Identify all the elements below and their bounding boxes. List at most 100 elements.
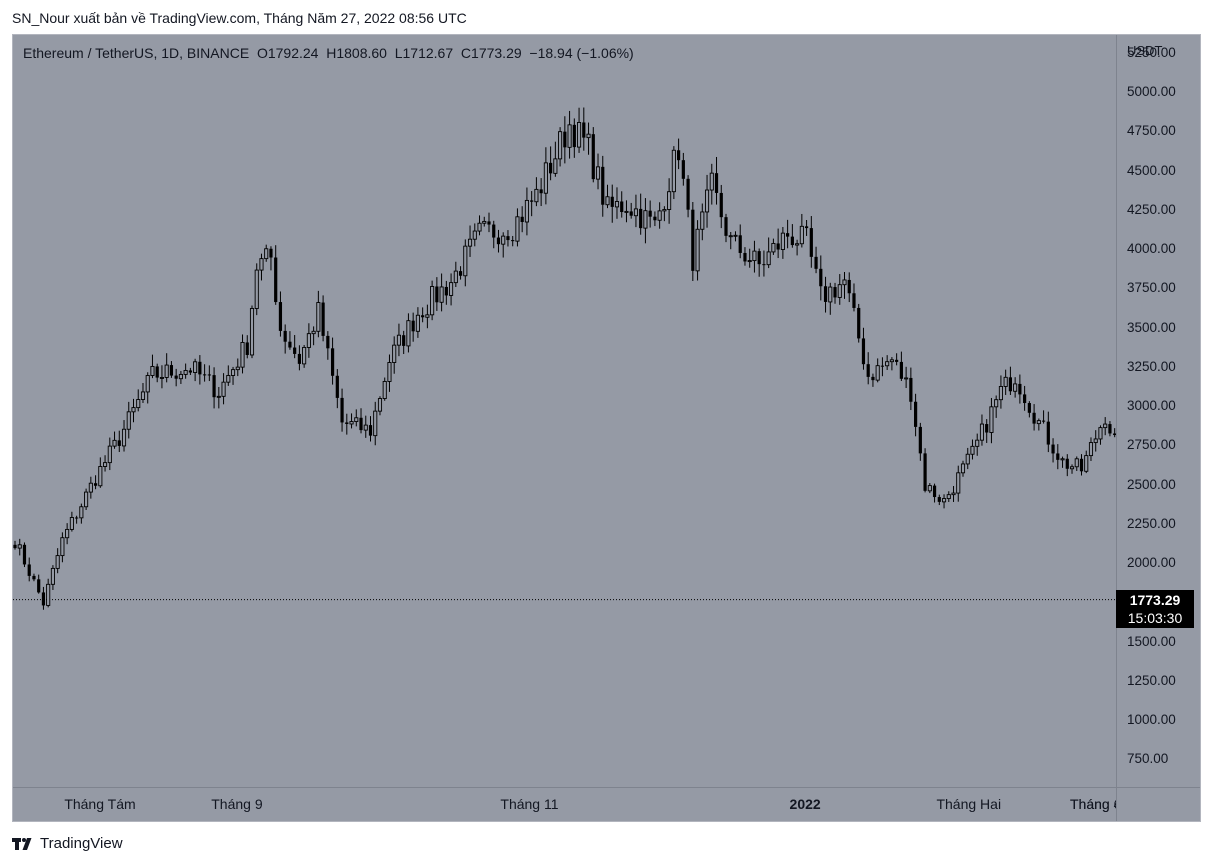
candle [1027, 401, 1031, 418]
candle [37, 574, 41, 594]
chart-frame: Ethereum / TetherUS, 1D, BINANCE O1792.2… [12, 34, 1201, 822]
candle [240, 334, 245, 374]
price-axis[interactable]: USDT 5250.00 5000.00 4750.00 4500.00 4250.00… [1116, 35, 1200, 787]
candle [65, 523, 70, 545]
candle [235, 358, 240, 377]
candle [121, 420, 127, 452]
price-tick: 1500.00 [1127, 633, 1176, 649]
candle [396, 323, 401, 357]
candle [435, 277, 439, 311]
legend-high: H1808.60 [326, 45, 387, 61]
candle [425, 304, 430, 329]
legend-symbol: Ethereum / TetherUS, 1D, BINANCE [23, 45, 250, 61]
price-tick: 5000.00 [1127, 84, 1176, 100]
legend-close: C1773.29 [460, 45, 522, 61]
price-tick: 5250.00 [1127, 44, 1176, 60]
candle [577, 107, 582, 153]
candle [904, 366, 909, 388]
candle [212, 367, 216, 409]
candle [245, 335, 249, 359]
candle [402, 330, 406, 355]
candle [994, 395, 999, 418]
candle [639, 193, 643, 235]
candle [515, 208, 520, 247]
candle [382, 377, 387, 401]
candle [1065, 454, 1069, 477]
candle [32, 573, 36, 582]
time-axis[interactable]: Tháng Tám Tháng 9 Tháng 11 2022 Tháng Hai Thá… [13, 787, 1116, 821]
candle [927, 483, 932, 494]
candle [975, 433, 980, 456]
price-tick: 3500.00 [1127, 319, 1176, 335]
candle [377, 396, 383, 416]
candle [406, 313, 411, 353]
candle [278, 291, 283, 337]
candle [487, 212, 491, 233]
candle [496, 229, 501, 253]
candle [875, 358, 880, 383]
candle [918, 422, 922, 461]
plot-area[interactable]: Ethereum / TetherUS, 1D, BINANCE O1792.2… [13, 35, 1116, 787]
price-tick: 750.00 [1127, 751, 1169, 767]
candle [985, 419, 989, 443]
candle [69, 511, 74, 532]
candle [752, 240, 757, 273]
axis-corner [1116, 787, 1200, 821]
candle [387, 354, 392, 392]
candle [1013, 377, 1018, 398]
candle [274, 245, 278, 305]
candle [819, 255, 823, 301]
candle [965, 447, 970, 470]
candle [895, 353, 899, 366]
candle [790, 224, 794, 248]
candle [866, 352, 870, 385]
legend-open: O1792.24 [256, 45, 319, 61]
candle [524, 187, 529, 236]
time-tick: Tháng 6 [1070, 796, 1116, 812]
candle [704, 174, 710, 228]
candle [1069, 464, 1075, 474]
candle [951, 486, 956, 502]
candle [439, 273, 444, 312]
candle [582, 107, 586, 151]
candle [159, 365, 164, 389]
candle [1079, 454, 1084, 476]
candle [311, 326, 316, 346]
legend-change: −18.94 (−1.06%) [529, 45, 634, 61]
candle [671, 146, 676, 200]
candle [107, 437, 112, 471]
price-tick: 4250.00 [1127, 201, 1176, 217]
candle [941, 494, 947, 509]
candle [453, 261, 458, 288]
candle [203, 364, 207, 382]
candlestick-chart [13, 107, 1116, 610]
candle [956, 465, 961, 502]
candle [847, 272, 851, 303]
candle [17, 538, 22, 556]
tradingview-brand: TradingView [12, 835, 123, 852]
candle [178, 370, 183, 384]
candle [558, 127, 563, 167]
candle [463, 239, 468, 287]
candle [914, 393, 918, 437]
candle [889, 357, 894, 371]
candle [293, 335, 297, 359]
candle [283, 324, 287, 354]
candle [22, 542, 27, 568]
candle [492, 220, 496, 249]
candle [686, 175, 690, 218]
candle [259, 253, 264, 281]
candle [411, 312, 415, 342]
candle [795, 239, 800, 256]
candle [653, 211, 657, 227]
candle [624, 200, 629, 223]
candle [1003, 369, 1008, 395]
candle [50, 565, 55, 590]
candle [695, 220, 700, 281]
candle [923, 448, 927, 493]
tradingview-logo-icon [12, 837, 32, 850]
candle [1032, 404, 1036, 431]
candle [738, 224, 742, 259]
candle [804, 219, 809, 236]
price-tick: 4500.00 [1127, 162, 1176, 178]
